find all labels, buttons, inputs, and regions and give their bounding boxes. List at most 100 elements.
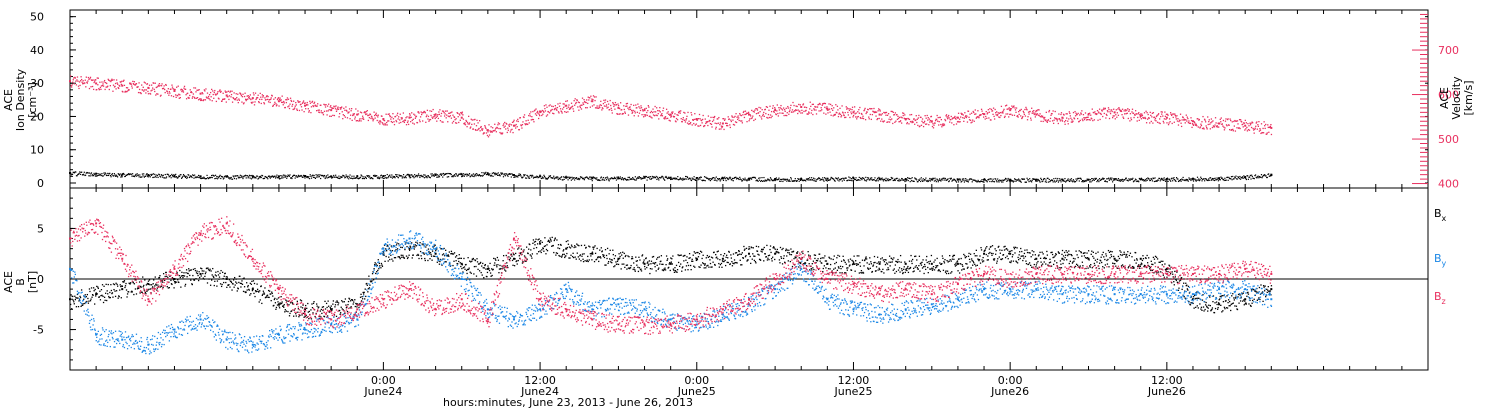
velocity-dot [1037,109,1039,111]
velocity-dot [74,77,77,79]
ion-density-dot [545,177,548,180]
ion-density-dot [101,175,104,177]
velocity-dot [656,114,658,117]
velocity-dot [1234,130,1237,132]
bx-dot [242,290,245,293]
velocity-dot [179,94,181,96]
velocity-dot [211,100,213,102]
velocity-dot [495,131,497,133]
velocity-dot [913,118,915,120]
velocity-dot [878,117,880,120]
ion-density-dot [214,178,216,180]
velocity-dot [459,119,461,121]
velocity-dot [400,117,402,119]
ion-density-dot [450,173,452,176]
velocity-dot [1008,107,1010,109]
velocity-dot [731,115,733,117]
ion-density-dot [670,178,672,181]
ion-density-dot [756,179,758,181]
velocity-dot [922,125,925,128]
velocity-dot [341,106,343,108]
bx-dot [360,293,362,295]
velocity-dot [139,92,142,94]
ion-density-dot [633,178,635,180]
velocity-dot [1118,107,1120,109]
velocity-dot [401,118,403,120]
velocity-dot [586,99,588,101]
velocity-dot [898,116,901,119]
velocity-dot [174,94,177,96]
ion-density-dot [343,175,345,177]
ion-density-dot [185,175,187,177]
velocity-dot [857,115,859,118]
velocity-dot [227,96,229,98]
bx-point [983,252,986,255]
velocity-dot [150,90,152,92]
velocity-dot [676,114,678,116]
velocity-dot [1162,115,1164,117]
velocity-dot [1139,116,1141,118]
ion-density-dot [115,174,117,176]
ion-density-dot [662,176,664,178]
ion-density-dot [841,180,843,182]
ion-density-dot [71,173,74,175]
velocity-dot [1023,113,1026,116]
velocity-dot [422,120,424,122]
velocity-dot [336,107,339,109]
velocity-dot [311,101,313,104]
ion-density-dot [856,179,858,181]
ion-density-dot [1059,179,1061,181]
bx-dot [103,285,105,287]
velocity-dot [131,85,133,87]
velocity-dot [851,106,854,108]
velocity-dot [267,95,269,98]
ion-density-dot [134,174,136,177]
velocity-dot [1148,117,1150,119]
velocity-dot [738,117,740,119]
velocity-dot [1257,123,1259,126]
ion-density-dot [427,175,429,177]
ion-density-dot [1077,177,1079,179]
ion-density-dot [1024,181,1026,183]
velocity-dot [579,106,582,109]
velocity-dot [966,115,968,117]
ion-density-dot [205,177,207,180]
ion-density-dot [891,177,894,179]
ion-density-dot [543,175,546,178]
velocity-dot [1225,124,1228,126]
velocity-dot [843,114,845,117]
velocity-dot [657,113,659,115]
velocity-dot [467,123,469,125]
velocity-dot [868,116,870,118]
ion-density-dot [1005,178,1007,180]
velocity-dot [271,95,273,97]
velocity-dot [372,120,374,122]
velocity-dot [705,122,707,125]
bx-dot [192,274,194,277]
velocity-dot [1065,113,1067,115]
ion-density-dot [1211,178,1213,180]
velocity-dot [172,88,174,90]
velocity-dot [1154,119,1156,121]
ion-density-dot [1149,179,1151,182]
velocity-dot [730,119,732,121]
velocity-dot [542,110,544,112]
ion-density-dot [546,178,548,180]
ion-density-dot [133,175,135,177]
velocity-dot [1102,115,1104,118]
velocity-dot [595,107,598,109]
velocity-dot [177,85,179,87]
ion-density-dot [823,180,825,182]
velocity-dot [840,115,843,117]
velocity-dot [925,117,927,119]
velocity-dot [310,106,313,108]
velocity-dot [558,112,560,114]
ion-density-dot [520,175,522,177]
velocity-dot [81,81,83,83]
ion-density-dot [394,177,396,179]
velocity-dot [764,108,766,111]
ion-density-dot [915,178,917,180]
ion-density-dot [152,173,155,175]
ion-density-dot [1083,180,1086,183]
ion-density-dot [662,177,665,179]
